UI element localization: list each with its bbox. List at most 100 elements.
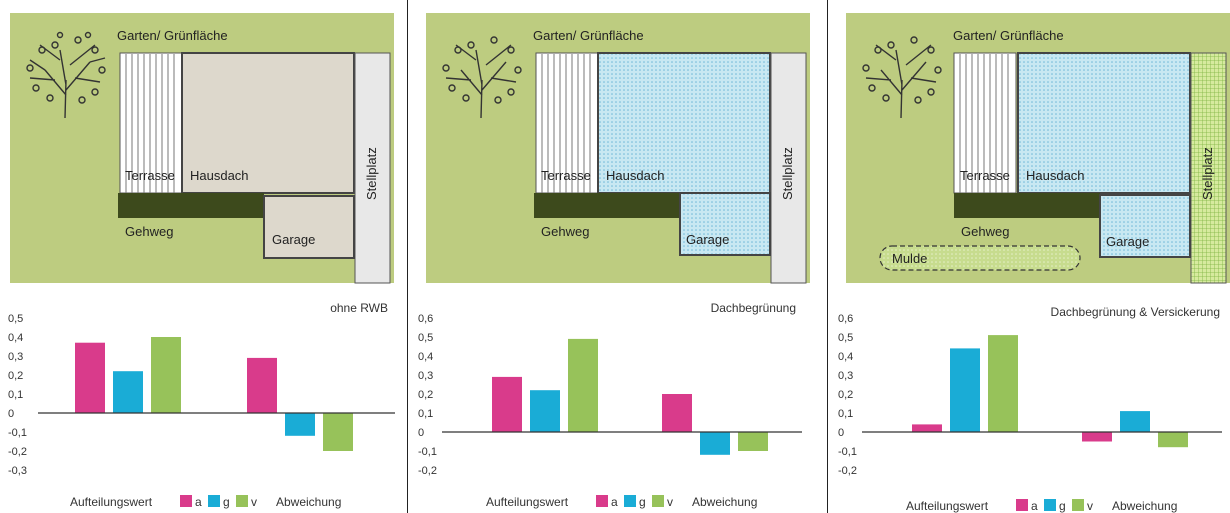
bar-a-abweichung: [247, 357, 277, 413]
walkway: [534, 193, 680, 218]
bar-v-aufteilungswert: [151, 337, 181, 413]
label-parking: Stellplatz: [1200, 147, 1215, 200]
legend-label-g: g: [639, 495, 646, 509]
site-plan-ohne-rwb: Garten/ Grünfläche Terrasse Hausdach Ste…: [10, 13, 394, 284]
y-tick-label: -0,1: [838, 446, 857, 458]
y-tick-label: -0,1: [418, 446, 437, 458]
label-walkway: Gehweg: [541, 224, 589, 239]
bar-a-aufteilungswert: [912, 424, 942, 432]
y-tick-label: 0: [838, 427, 844, 439]
legend-label-v: v: [251, 495, 257, 509]
y-tick-label: 0,3: [838, 370, 853, 382]
legend-swatch-v: [236, 495, 248, 507]
label-roof: Hausdach: [606, 168, 665, 183]
chart-title: Dachbegrünung: [711, 301, 796, 315]
legend-swatch-g: [1044, 499, 1056, 511]
y-tick-label: 0,2: [418, 389, 433, 401]
label-garden: Garten/ Grünfläche: [117, 28, 228, 43]
terrace-stripes: [959, 54, 1009, 193]
y-tick-label: 0,6: [838, 313, 853, 325]
legend-label-g: g: [1059, 499, 1066, 513]
label-parking: Stellplatz: [364, 147, 379, 200]
tree-icon: [442, 36, 522, 119]
y-tick-label: 0: [418, 427, 424, 439]
bar-a-aufteilungswert: [75, 342, 105, 413]
legend-label-v: v: [667, 495, 673, 509]
chart-ohne-rwb: 0,5 0,4 0,3 0,2 0,1 0 -0,1 -0,2 -0,3 ohne RWB Auft…: [8, 301, 395, 509]
y-tick-label: 0,2: [8, 370, 23, 382]
garage-green: [1099, 194, 1191, 258]
parking-space-permeable: [1190, 52, 1227, 284]
house-roof-green: [1017, 52, 1191, 194]
panel-ohne-rwb: Garten/ Grünfläche Terrasse Hausdach Ste…: [0, 0, 410, 513]
bar-v-abweichung: [323, 413, 353, 451]
legend-label-a: a: [611, 495, 618, 509]
y-tick-label: 0: [8, 408, 14, 420]
label-garage: Garage: [1106, 234, 1149, 249]
y-tick-label: -0,3: [8, 465, 27, 477]
legend-swatch-a: [1016, 499, 1028, 511]
bar-g-aufteilungswert: [530, 390, 560, 432]
bar-v-aufteilungswert: [988, 335, 1018, 432]
terrace: [953, 52, 1017, 194]
chart-dachbegruenung-versickerung: 0,6 0,5 0,4 0,3 0,2 0,1 0 -0,1 -0,2 Dachbegrünung…: [838, 305, 1222, 513]
label-swale: Mulde: [892, 251, 927, 266]
terrace-stripes: [541, 54, 591, 193]
legend-swatch-v: [652, 495, 664, 507]
legend-label-g: g: [223, 495, 230, 509]
bar-g-aufteilungswert: [113, 371, 143, 413]
label-garage: Garage: [686, 232, 729, 247]
y-tick-label: 0,2: [838, 389, 853, 401]
label-garage: Garage: [272, 232, 315, 247]
y-tick-label: 0,5: [418, 332, 433, 344]
legend-swatch-a: [596, 495, 608, 507]
site-plan-dachbegruenung: Garten/ Grünfläche Terrasse Hausdach Ste…: [426, 13, 810, 284]
site-plan-versickerung: Garten/ Grünfläche Terrasse Hausdach Ste…: [846, 13, 1230, 284]
terrace-stripes: [125, 54, 175, 193]
legend-label-a: a: [1031, 499, 1038, 513]
label-garden: Garten/ Grünfläche: [953, 28, 1064, 43]
label-walkway: Gehweg: [961, 224, 1009, 239]
bar-g-aufteilungswert: [950, 348, 980, 432]
y-tick-label: 0,6: [418, 313, 433, 325]
bar-v-abweichung: [738, 432, 768, 451]
bar-a-abweichung: [1082, 432, 1112, 442]
bar-g-abweichung: [285, 413, 315, 436]
legend-right-label: Abweichung: [1112, 499, 1177, 513]
y-tick-label: 0,4: [8, 332, 23, 344]
bar-v-abweichung: [1158, 432, 1188, 448]
legend-swatch-v: [1072, 499, 1084, 511]
y-tick-label: 0,1: [418, 408, 433, 420]
chart-title: Dachbegrünung & Versickerung: [1051, 305, 1220, 319]
chart-title: ohne RWB: [330, 301, 388, 315]
legend-label-a: a: [195, 495, 202, 509]
label-terrace: Terrasse: [125, 168, 175, 183]
walkway: [118, 193, 264, 218]
y-tick-label: -0,1: [8, 427, 27, 439]
panel-dachbegruenung: Garten/ Grünfläche Terrasse Hausdach Ste…: [410, 0, 830, 513]
legend-swatch-a: [180, 495, 192, 507]
bar-g-abweichung: [1120, 411, 1150, 432]
y-tick-label: 0,1: [838, 408, 853, 420]
legend-swatch-g: [624, 495, 636, 507]
y-tick-label: 0,3: [8, 351, 23, 363]
parking-space: [354, 52, 391, 284]
label-walkway: Gehweg: [125, 224, 173, 239]
legend-left-label: Aufteilungswert: [70, 495, 153, 509]
parking-space: [770, 52, 807, 284]
walkway: [954, 193, 1100, 218]
y-tick-label: -0,2: [418, 465, 437, 477]
legend-right-label: Abweichung: [692, 495, 757, 509]
y-tick-label: 0,3: [418, 370, 433, 382]
y-tick-label: 0,4: [838, 351, 853, 363]
label-terrace: Terrasse: [541, 168, 591, 183]
label-parking: Stellplatz: [780, 147, 795, 200]
garage-green: [679, 192, 771, 256]
y-tick-label: 0,1: [8, 389, 23, 401]
house-roof: [181, 52, 355, 194]
legend-right-label: Abweichung: [276, 495, 341, 509]
legend-left-label: Aufteilungswert: [486, 495, 569, 509]
label-roof: Hausdach: [190, 168, 249, 183]
swale: [879, 245, 1081, 271]
legend-left-label: Aufteilungswert: [906, 499, 989, 513]
